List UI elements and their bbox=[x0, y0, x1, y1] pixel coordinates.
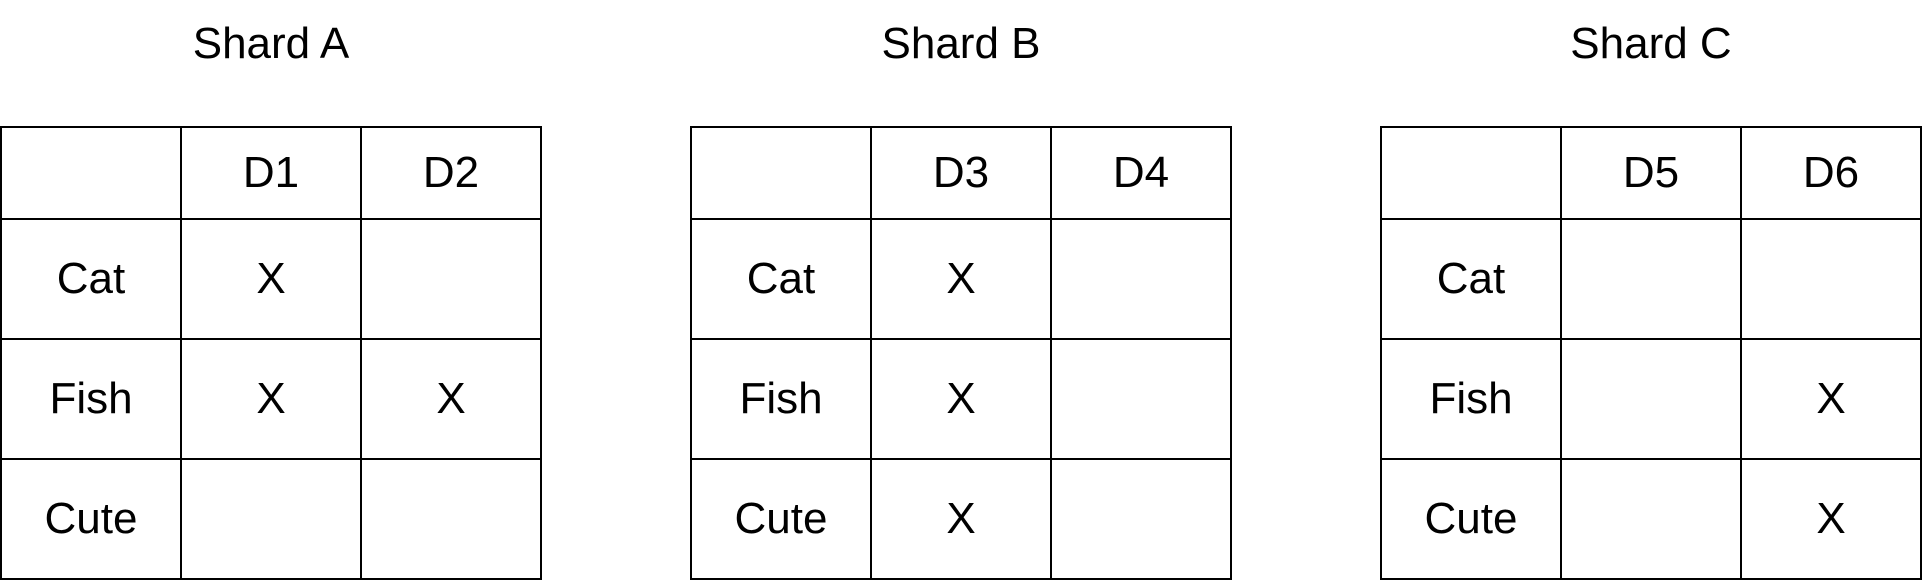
column-header: D4 bbox=[1050, 126, 1232, 220]
shard-title: Shard A bbox=[192, 19, 350, 68]
row-header: Cat bbox=[1380, 218, 1562, 340]
table-row: Fish X X bbox=[0, 338, 542, 460]
row-header: Fish bbox=[1380, 338, 1562, 460]
table-cell: X bbox=[180, 218, 362, 340]
table-cell: X bbox=[180, 338, 362, 460]
shard-c: Shard C D5 D6 Cat Fish X Cute X bbox=[1380, 0, 1922, 580]
table-row: Cat X bbox=[0, 218, 542, 340]
table-cell bbox=[1560, 218, 1742, 340]
corner-cell bbox=[690, 126, 872, 220]
table-row: Cat X bbox=[690, 218, 1232, 340]
table-cell: X bbox=[1740, 458, 1922, 580]
header-row: D3 D4 bbox=[690, 126, 1232, 220]
shard-b: Shard B D3 D4 Cat X Fish X Cute X bbox=[690, 0, 1232, 580]
table-cell bbox=[180, 458, 362, 580]
corner-cell bbox=[0, 126, 182, 220]
row-header: Fish bbox=[0, 338, 182, 460]
table-cell: X bbox=[870, 458, 1052, 580]
table-cell bbox=[1050, 458, 1232, 580]
row-header: Cute bbox=[1380, 458, 1562, 580]
table-row: Fish X bbox=[690, 338, 1232, 460]
column-header: D2 bbox=[360, 126, 542, 220]
row-header: Cute bbox=[690, 458, 872, 580]
term-document-table: D5 D6 Cat Fish X Cute X bbox=[1380, 126, 1922, 580]
table-cell: X bbox=[1740, 338, 1922, 460]
row-header: Cute bbox=[0, 458, 182, 580]
header-row: D1 D2 bbox=[0, 126, 542, 220]
table-cell bbox=[1560, 458, 1742, 580]
column-header: D1 bbox=[180, 126, 362, 220]
column-header: D6 bbox=[1740, 126, 1922, 220]
table-cell bbox=[1050, 338, 1232, 460]
term-document-table: D3 D4 Cat X Fish X Cute X bbox=[690, 126, 1232, 580]
table-cell bbox=[1560, 338, 1742, 460]
shard-title: Shard C bbox=[1570, 19, 1732, 68]
column-header: D5 bbox=[1560, 126, 1742, 220]
header-row: D5 D6 bbox=[1380, 126, 1922, 220]
term-document-table: D1 D2 Cat X Fish X X Cute bbox=[0, 126, 542, 580]
corner-cell bbox=[1380, 126, 1562, 220]
table-row: Cat bbox=[1380, 218, 1922, 340]
table-row: Cute X bbox=[690, 458, 1232, 580]
table-cell bbox=[1050, 218, 1232, 340]
table-cell bbox=[1740, 218, 1922, 340]
column-header: D3 bbox=[870, 126, 1052, 220]
table-row: Cute X bbox=[1380, 458, 1922, 580]
table-row: Cute bbox=[0, 458, 542, 580]
table-cell: X bbox=[870, 218, 1052, 340]
table-cell bbox=[360, 218, 542, 340]
table-cell: X bbox=[360, 338, 542, 460]
row-header: Cat bbox=[690, 218, 872, 340]
row-header: Fish bbox=[690, 338, 872, 460]
shard-title: Shard B bbox=[881, 19, 1041, 68]
shard-a: Shard A D1 D2 Cat X Fish X X Cute bbox=[0, 0, 542, 580]
table-cell: X bbox=[870, 338, 1052, 460]
table-cell bbox=[360, 458, 542, 580]
table-row: Fish X bbox=[1380, 338, 1922, 460]
row-header: Cat bbox=[0, 218, 182, 340]
